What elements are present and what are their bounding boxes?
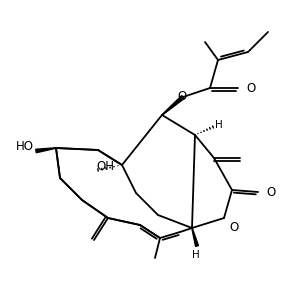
Text: O: O bbox=[177, 90, 186, 103]
Text: O: O bbox=[246, 82, 255, 94]
Text: HO: HO bbox=[16, 139, 34, 153]
Text: OH: OH bbox=[96, 160, 114, 173]
Polygon shape bbox=[192, 228, 198, 247]
Polygon shape bbox=[36, 148, 56, 153]
Text: H: H bbox=[215, 120, 223, 130]
Text: O: O bbox=[229, 221, 238, 234]
Polygon shape bbox=[162, 96, 184, 115]
Text: O: O bbox=[266, 185, 275, 198]
Text: H: H bbox=[192, 250, 200, 260]
